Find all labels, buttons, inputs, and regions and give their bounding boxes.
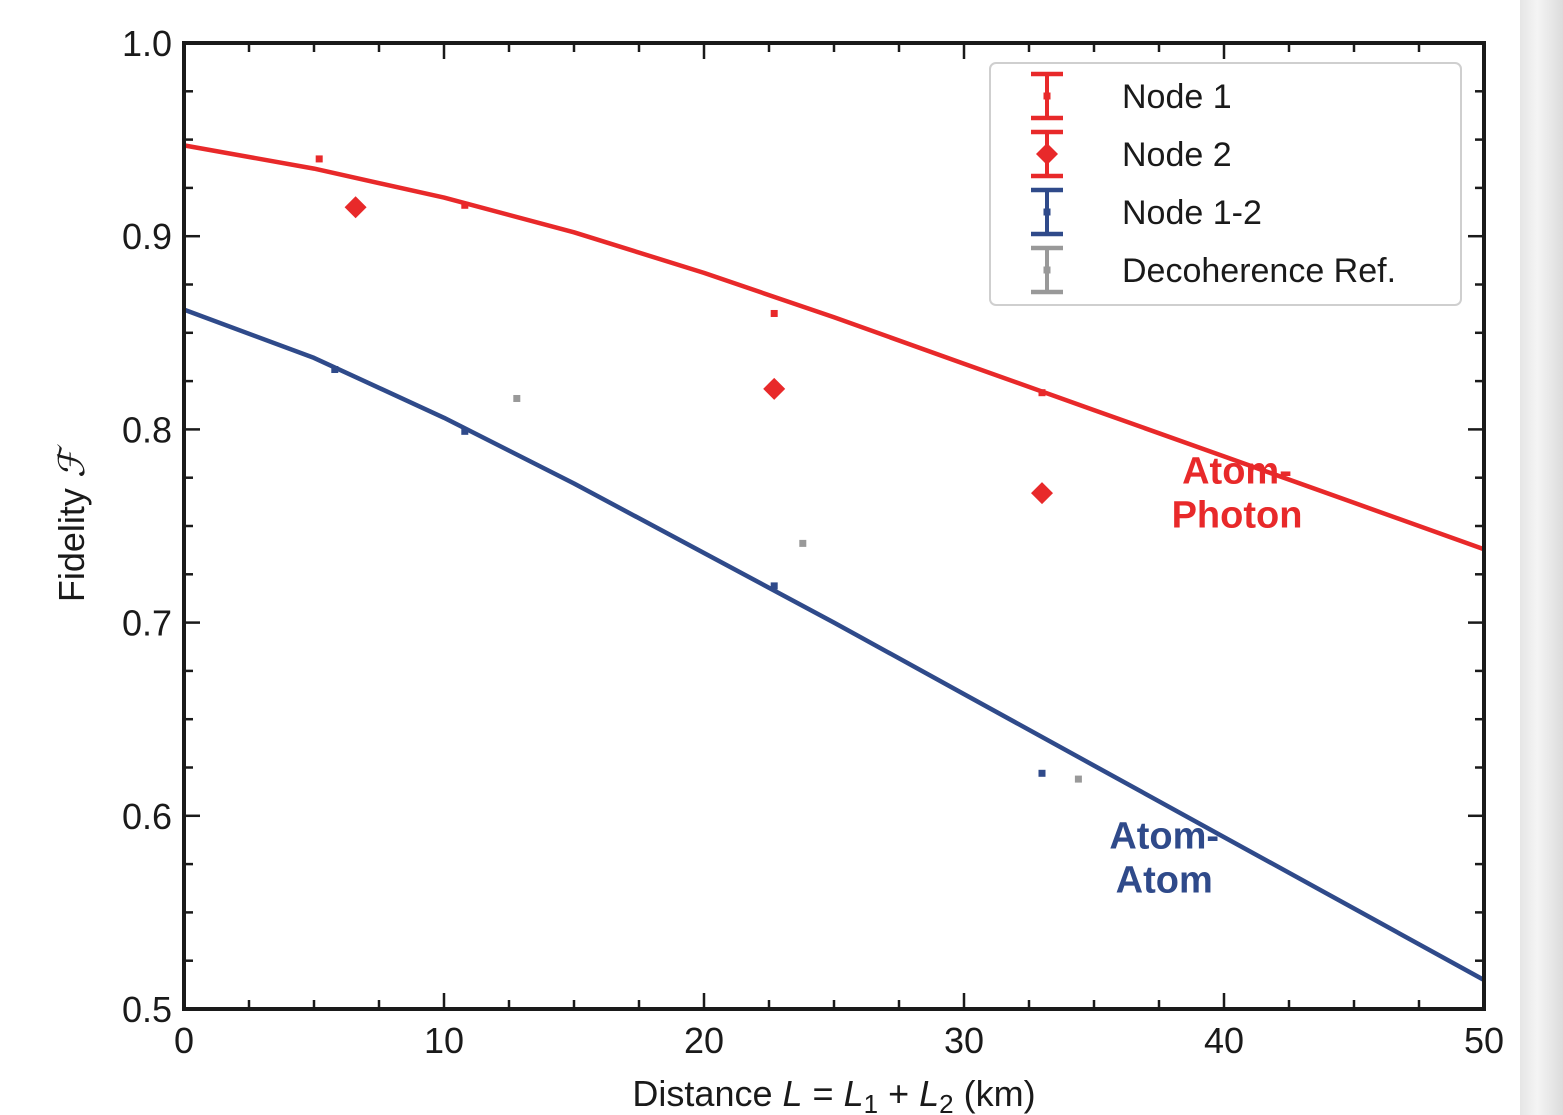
- series-group: [513, 394, 1082, 783]
- legend-label: Node 1-2: [1122, 194, 1262, 232]
- data-points: [315, 155, 1082, 783]
- y-axis-label-part: ℱ: [52, 444, 93, 478]
- x-axis-label-part: (km): [954, 1073, 1036, 1114]
- data-point: [1038, 769, 1046, 777]
- x-axis-label-part: 1: [864, 1089, 878, 1115]
- data-point: [1038, 389, 1046, 397]
- fit-curve: [183, 307, 1486, 982]
- x-tick-label: 20: [684, 1020, 724, 1061]
- x-axis-label-part: L: [783, 1073, 803, 1114]
- legend-label: Decoherence Ref.: [1122, 252, 1396, 290]
- x-axis-label-part: L: [844, 1073, 864, 1114]
- y-tick-label: 0.8: [122, 409, 172, 450]
- data-point: [1074, 775, 1082, 783]
- data-point-diamond: [763, 377, 786, 400]
- data-point: [331, 366, 339, 374]
- y-tick-labels: 0.5 0.6 0.7 0.8 0.9 1.0: [122, 23, 172, 1030]
- y-axis-label-part: Fidelity: [51, 478, 92, 602]
- x-axis-label-part: L: [919, 1073, 939, 1114]
- y-axis-label: Fidelity ℱ: [51, 444, 93, 602]
- curve-annotation: Atom-Photon: [1172, 450, 1303, 536]
- axis-ticks: [182, 41, 1486, 1011]
- data-point-diamond: [1031, 482, 1053, 505]
- curve-annotation-line: Atom-: [1109, 816, 1219, 858]
- data-point-diamond: [344, 196, 367, 219]
- x-tick-label: 50: [1464, 1020, 1504, 1061]
- y-tick-label: 0.9: [122, 216, 172, 257]
- x-tick-label: 40: [1204, 1020, 1244, 1061]
- x-axis-label-part: 2: [939, 1089, 953, 1115]
- data-point: [770, 582, 778, 590]
- series-group: [331, 366, 1046, 777]
- data-point: [461, 427, 469, 435]
- x-axis-label-part: +: [878, 1073, 919, 1114]
- series-group: [344, 196, 1053, 505]
- legend-marker: [1043, 92, 1051, 100]
- window-edge: [1520, 0, 1563, 1115]
- legend-label: Node 1: [1122, 78, 1232, 116]
- curve-annotation-line: Atom: [1116, 860, 1213, 902]
- x-axis-label: Distance L = L1 + L2 (km): [632, 1073, 1035, 1115]
- legend-box: [989, 62, 1462, 306]
- legend-marker-diamond: [1036, 143, 1058, 165]
- legend-marker: [1043, 266, 1051, 274]
- legend-marker: [1043, 208, 1051, 216]
- x-axis-label-part: =: [803, 1073, 844, 1114]
- curve-annotation: Atom-Atom: [1109, 816, 1219, 902]
- fit-curve: [183, 143, 1485, 552]
- data-point: [513, 394, 521, 402]
- y-tick-label: 1.0: [122, 23, 172, 64]
- x-tick-label: 0: [174, 1020, 194, 1061]
- series-group: [315, 155, 1046, 397]
- data-point: [770, 309, 778, 317]
- data-point: [799, 539, 807, 547]
- x-tick-labels: 0 10 20 30 40 50: [174, 1020, 1504, 1061]
- y-tick-label: 0.6: [122, 796, 172, 837]
- x-tick-label: 30: [944, 1020, 984, 1061]
- y-tick-label: 0.5: [122, 989, 172, 1030]
- fit-curves: [183, 143, 1486, 982]
- legend-label: Node 2: [1122, 136, 1232, 174]
- curve-annotation-line: Atom-: [1182, 450, 1292, 492]
- x-axis-label-part: Distance: [632, 1073, 782, 1114]
- legend: Node 1 Node 2 Node 1-2 Decoherence Ref.: [989, 62, 1462, 306]
- data-point: [315, 155, 323, 163]
- y-tick-label: 0.7: [122, 603, 172, 644]
- curve-annotation-line: Photon: [1172, 494, 1303, 536]
- data-point: [461, 201, 469, 209]
- x-tick-label: 10: [424, 1020, 464, 1061]
